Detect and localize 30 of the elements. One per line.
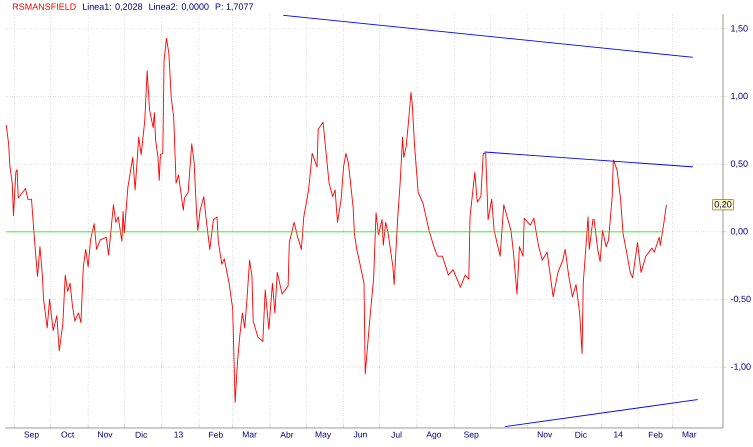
text: Linea2: 0,0000 <box>149 3 209 11</box>
x-tick-label: 13 <box>174 432 183 438</box>
y-tick-label: 0,50 <box>730 160 748 168</box>
x-tick-label: Dic <box>575 432 587 438</box>
x-tick-label: Nov <box>538 432 552 438</box>
x-tick-label: May <box>316 432 332 440</box>
x-tick-label: Oct <box>61 432 74 438</box>
x-tick-label: Jun <box>354 432 367 438</box>
y-tick-label: 1,00 <box>731 92 748 100</box>
x-tick-label: Nov <box>98 432 113 438</box>
x-tick-label: Mar <box>682 432 696 438</box>
x-tick-label: Mar <box>242 432 257 438</box>
x-tick-label: Sep <box>24 432 39 440</box>
x-tick-label: Sep <box>464 432 478 440</box>
x-tick-label: Abr <box>280 432 294 438</box>
x-tick-label: Jul <box>391 432 402 438</box>
x-tick-label: Feb <box>209 432 223 438</box>
y-tick-label: -1,00 <box>730 363 751 371</box>
text: P: 1,7077 <box>216 3 254 11</box>
annotation: 0,20 <box>714 201 732 208</box>
y-tick-label: -0,50 <box>730 296 751 304</box>
y-tick-label: 0,00 <box>730 228 748 236</box>
x-tick-label: Dic <box>136 432 148 438</box>
chart-title: RSMANSFIELD <box>12 3 76 10</box>
x-tick-label: Feb <box>648 432 663 438</box>
x-tick-label: 14 <box>614 432 623 438</box>
line-series <box>6 38 667 403</box>
text: Linea1: 0,2028 <box>82 3 142 11</box>
x-tick-label: Ago <box>426 432 442 440</box>
y-tick-label: 1,50 <box>731 25 748 33</box>
